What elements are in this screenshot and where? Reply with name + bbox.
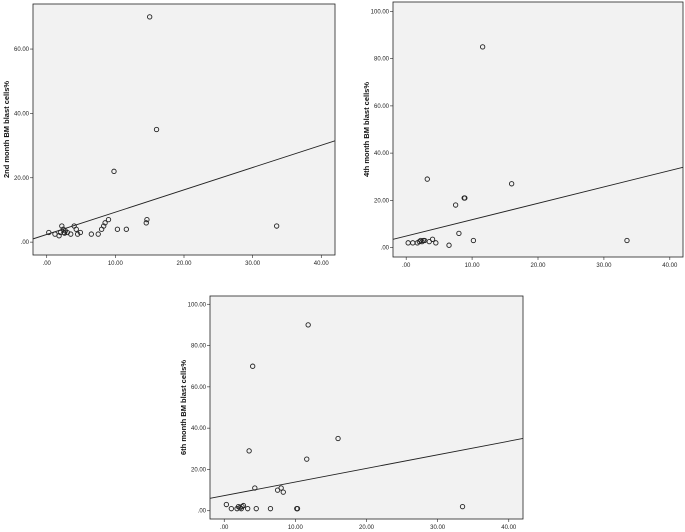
x-tick-label: 30.00 — [596, 263, 612, 269]
x-tick-label: 20.00 — [176, 261, 192, 267]
y-tick-label: 80.00 — [191, 344, 207, 350]
data-point — [274, 223, 280, 229]
data-point — [77, 229, 84, 236]
data-point — [624, 237, 630, 244]
data-point — [433, 240, 439, 246]
data-point — [421, 237, 428, 244]
data-point — [446, 242, 452, 248]
data-point — [144, 216, 150, 223]
y-tick-label: .00 — [198, 509, 207, 515]
data-point — [305, 322, 311, 328]
y-tick-label: 60.00 — [374, 104, 390, 110]
scatter-panel-6th-month: .00 10.00 20.00 30.00 40.00 .00 20.00 40.00 60.0… — [179, 295, 524, 531]
y-tick-label: .00 — [21, 240, 30, 246]
data-point — [456, 230, 462, 237]
x-tick-label: 20.00 — [530, 263, 546, 269]
y-tick-label: 100.00 — [188, 302, 207, 308]
data-point — [470, 237, 477, 244]
data-point — [452, 202, 459, 208]
data-point — [253, 506, 259, 512]
data-point — [419, 239, 425, 245]
data-point — [508, 181, 515, 187]
y-tick-label: 20.00 — [14, 176, 30, 182]
data-point — [278, 485, 284, 491]
x-tick-label: .00 — [402, 263, 411, 269]
regression-line — [210, 438, 523, 499]
data-point — [223, 501, 230, 508]
data-point — [462, 195, 468, 201]
data-point — [46, 229, 52, 236]
data-point — [74, 231, 81, 237]
y-tick-label: 40.00 — [191, 426, 207, 432]
plot-area — [209, 295, 524, 520]
x-tick-label: 10.00 — [288, 525, 304, 531]
y-tick-label: 60.00 — [14, 47, 30, 53]
data-point — [61, 229, 67, 236]
y-axis-title: 2nd month BM blast cells% — [2, 81, 11, 178]
y-tick-label: 40.00 — [14, 111, 30, 117]
data-point — [429, 236, 436, 242]
data-point — [56, 233, 62, 239]
x-tick-label: 20.00 — [359, 525, 375, 531]
scatter-panel-2nd-month: .00 10.00 20.00 30.00 40.00 .00 20.00 40.00 60.0… — [2, 3, 336, 267]
y-tick-label: 80.00 — [374, 57, 390, 63]
data-point — [250, 363, 256, 369]
x-tick-label: 40.00 — [662, 263, 678, 269]
x-tick-label: 30.00 — [245, 261, 261, 267]
data-point — [95, 231, 101, 237]
data-point — [424, 176, 430, 182]
regression-line — [33, 140, 335, 240]
data-point — [240, 502, 247, 509]
data-point — [101, 223, 107, 229]
x-tick-label: .00 — [43, 261, 52, 267]
x-tick-label: 10.00 — [108, 261, 124, 267]
data-point — [88, 231, 94, 237]
scatter-panel-4th-month: .00 10.00 20.00 30.00 40.00 .00 20.00 40.00 60.0… — [362, 1, 684, 269]
data-point — [246, 448, 252, 454]
x-tick-label: 10.00 — [465, 263, 481, 269]
data-point — [267, 506, 274, 512]
y-tick-label: 100.00 — [371, 9, 390, 15]
data-point — [59, 223, 65, 229]
y-tick-label: 60.00 — [191, 385, 207, 391]
y-axis-title: 4th month BM blast cells% — [362, 82, 371, 177]
x-tick-label: 40.00 — [501, 525, 517, 531]
y-tick-label: 20.00 — [374, 198, 390, 204]
data-point — [114, 226, 121, 232]
x-tick-label: .00 — [220, 525, 229, 531]
data-point — [228, 506, 234, 512]
y-tick-label: 40.00 — [374, 151, 390, 157]
data-point — [102, 220, 108, 226]
x-tick-label: 40.00 — [314, 261, 330, 267]
regression-line — [393, 166, 683, 240]
data-point — [239, 503, 245, 510]
data-point — [123, 226, 129, 232]
plot-area — [392, 1, 684, 258]
x-tick-label: 30.00 — [430, 525, 446, 531]
data-point — [459, 503, 466, 510]
data-point — [73, 226, 79, 232]
data-point — [304, 456, 310, 462]
data-point — [252, 485, 258, 491]
y-axis-title: 6th month BM blast cells% — [179, 360, 188, 455]
data-point — [335, 435, 341, 442]
plot-area — [32, 3, 336, 256]
y-tick-label: 20.00 — [191, 467, 207, 473]
data-point — [143, 220, 149, 226]
data-point — [147, 14, 153, 20]
data-point — [294, 506, 301, 512]
data-point — [280, 489, 286, 495]
data-point — [111, 168, 117, 174]
data-point — [479, 44, 486, 50]
data-point — [105, 216, 112, 223]
y-tick-label: .00 — [381, 246, 390, 252]
data-point — [245, 506, 251, 512]
data-point — [61, 230, 68, 236]
data-point — [153, 126, 160, 133]
data-point — [68, 231, 74, 237]
